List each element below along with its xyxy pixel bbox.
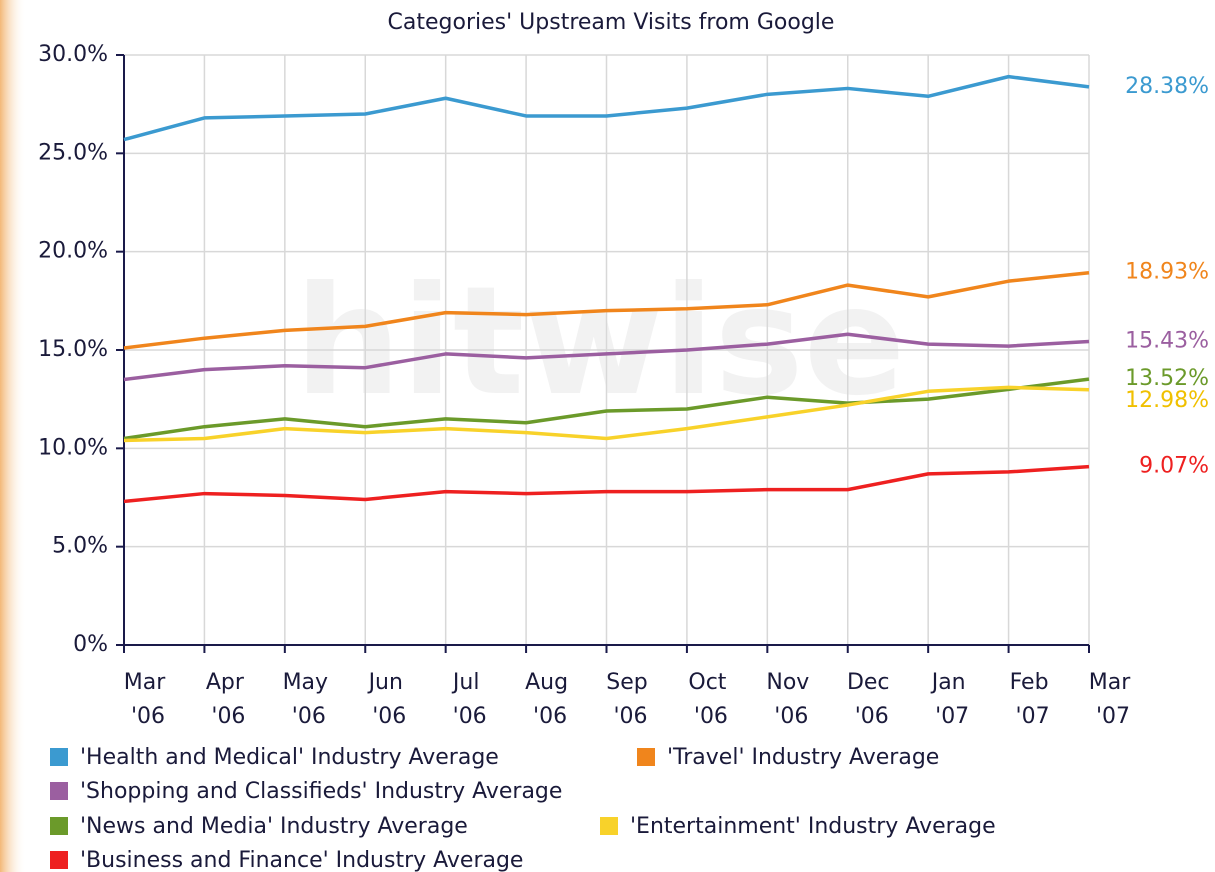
x-tick-label: Oct '06: [688, 670, 733, 729]
edge-shade: [0, 0, 26, 872]
data-label: 15.43%: [1125, 329, 1209, 354]
legend-swatch: [50, 782, 68, 800]
watermark: hitwise: [295, 255, 906, 429]
x-tick-label: Mar '06: [124, 670, 173, 729]
legend-swatch: [50, 748, 68, 766]
data-label: 13.52%: [1125, 366, 1209, 391]
series-line: [123, 332, 1090, 382]
series-line: [123, 270, 1090, 350]
y-tick-label: 15.0%: [38, 337, 108, 362]
y-tick-label: 5.0%: [52, 534, 108, 559]
data-label: 12.98%: [1125, 388, 1209, 413]
legend-label: 'Travel' Industry Average: [667, 745, 939, 770]
x-tick-label: Apr '06: [206, 670, 251, 729]
series-line: [123, 385, 1090, 443]
data-label: 18.93%: [1125, 260, 1209, 285]
x-tick-label: Feb '07: [1010, 670, 1056, 729]
y-tick-label: 25.0%: [38, 140, 108, 165]
legend-swatch: [50, 817, 68, 835]
x-tick-label: Jul '06: [451, 670, 487, 729]
legend-label: 'Shopping and Classifieds' Industry Aver…: [80, 779, 562, 804]
series-line: [123, 74, 1090, 142]
x-tick-label: Jun '06: [367, 670, 410, 729]
data-label: 28.38%: [1125, 74, 1209, 99]
legend-swatch: [637, 748, 655, 766]
legend-label: 'News and Media' Industry Average: [80, 814, 468, 839]
series-line: [123, 464, 1090, 504]
data-label: 9.07%: [1139, 454, 1209, 479]
x-tick-label: Nov '06: [766, 670, 816, 729]
series-line: [123, 377, 1090, 441]
chart-title: Categories' Upstream Visits from Google: [388, 10, 835, 35]
x-tick-label: May '06: [283, 670, 335, 729]
x-tick-label: Mar '07: [1089, 670, 1138, 729]
legend-label: 'Entertainment' Industry Average: [630, 814, 996, 839]
y-tick-label: 10.0%: [38, 435, 108, 460]
y-tick-label: 30.0%: [38, 42, 108, 67]
y-tick-label: 0%: [73, 632, 108, 657]
legend-swatch: [50, 851, 68, 869]
x-tick-label: Jan '07: [930, 670, 973, 729]
x-tick-label: Aug '06: [525, 670, 575, 729]
legend-swatch: [600, 817, 618, 835]
x-tick-label: Sep '06: [606, 670, 654, 729]
legend-label: 'Health and Medical' Industry Average: [80, 745, 499, 770]
legend-label: 'Business and Finance' Industry Average: [80, 848, 523, 872]
x-tick-label: Dec '06: [847, 670, 897, 729]
y-tick-label: 20.0%: [38, 239, 108, 264]
